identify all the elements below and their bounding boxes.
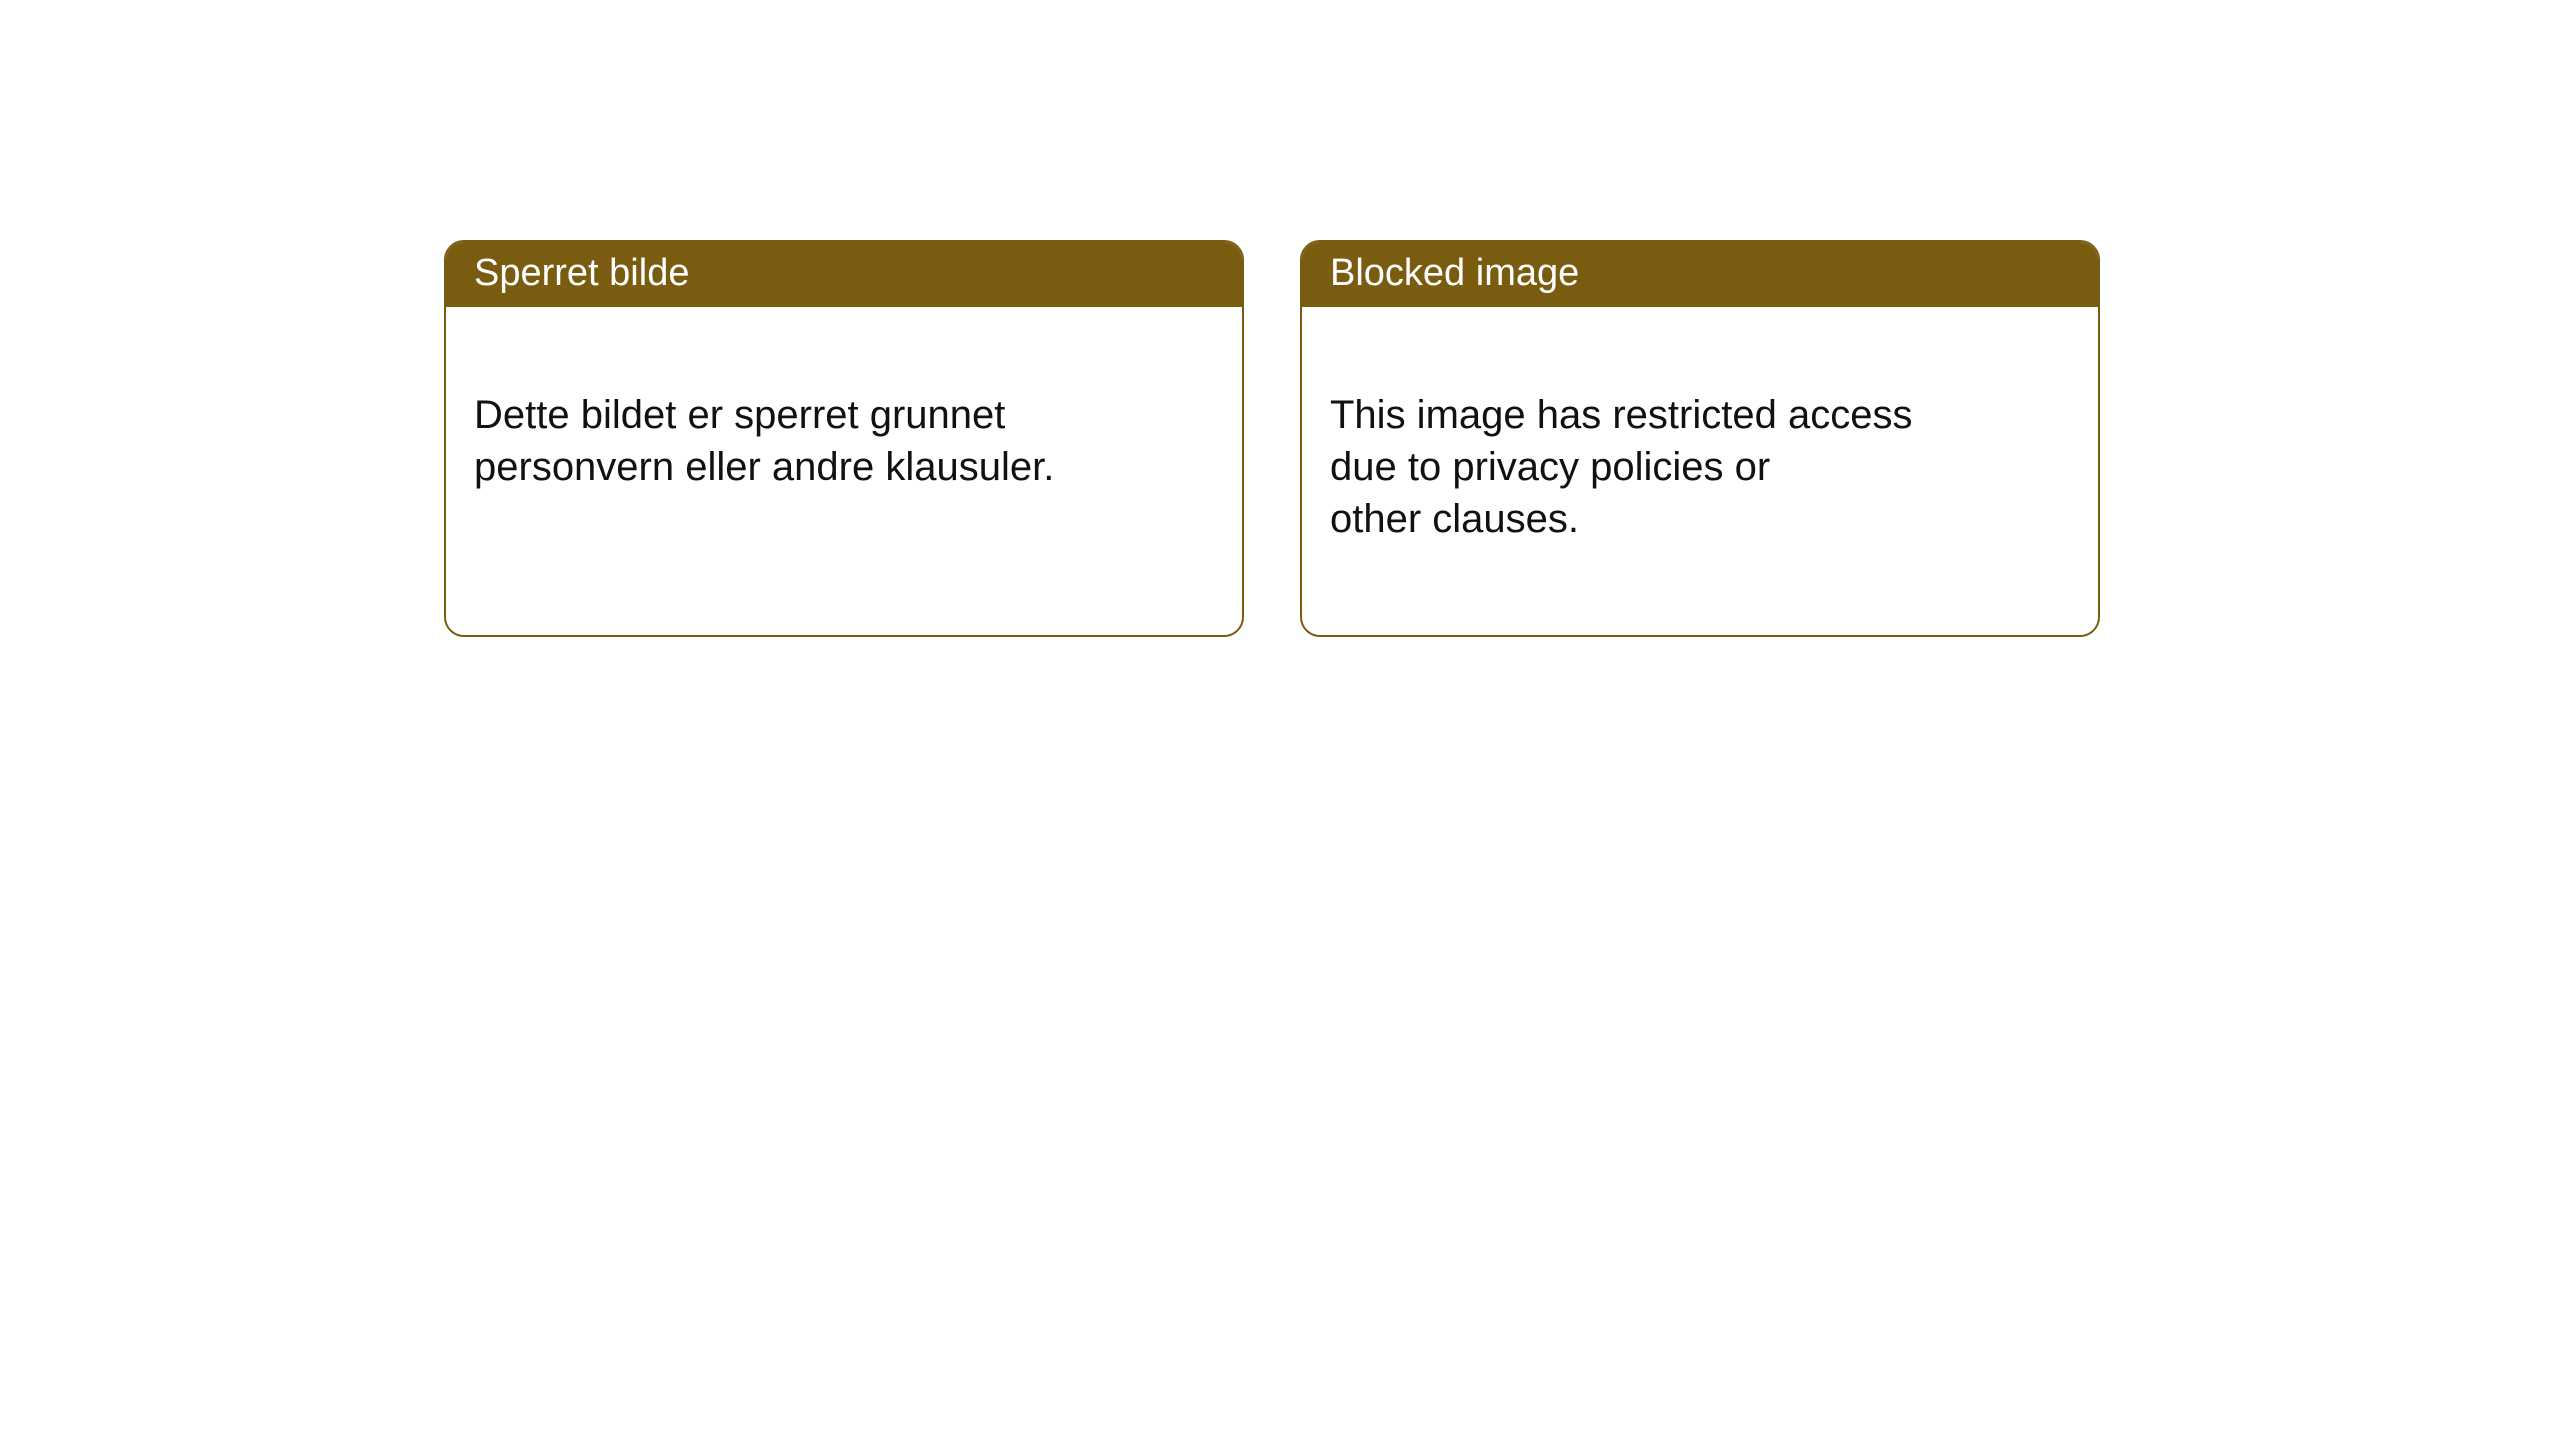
notice-card-norwegian: Sperret bilde Dette bildet er sperret gr… [444, 240, 1244, 637]
notice-body: This image has restricted access due to … [1302, 307, 2098, 635]
notice-card-english: Blocked image This image has restricted … [1300, 240, 2100, 637]
notice-body-text: Dette bildet er sperret grunnet personve… [474, 393, 1054, 489]
notice-container: Sperret bilde Dette bildet er sperret gr… [0, 0, 2560, 637]
notice-header: Sperret bilde [446, 242, 1242, 307]
notice-title: Blocked image [1330, 252, 1579, 294]
notice-header: Blocked image [1302, 242, 2098, 307]
notice-body-text: This image has restricted access due to … [1330, 393, 1912, 541]
notice-title: Sperret bilde [474, 252, 689, 294]
notice-body: Dette bildet er sperret grunnet personve… [446, 307, 1242, 583]
